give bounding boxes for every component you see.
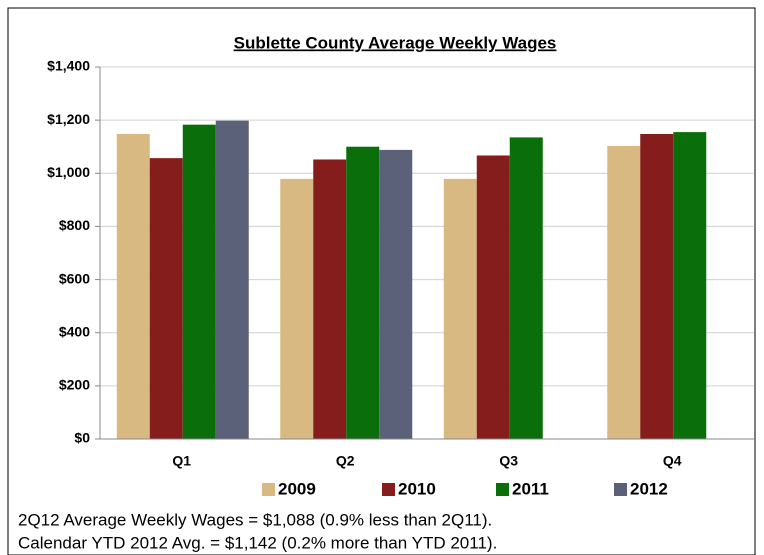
y-tick-label: $200 (59, 377, 90, 393)
bar (116, 133, 150, 439)
legend-label: 2009 (278, 479, 316, 498)
legend-swatch (382, 483, 395, 496)
note: Calendar YTD 2012 Avg. = $1,142 (0.2% mo… (18, 533, 497, 552)
bar (346, 146, 380, 439)
bar (313, 159, 347, 439)
legend-label: 2010 (398, 479, 436, 498)
bar (149, 158, 183, 439)
bar (182, 124, 216, 439)
x-tick-label: Q3 (499, 453, 518, 469)
bar (379, 149, 413, 439)
bar (280, 178, 314, 439)
x-tick-label: Q2 (336, 453, 355, 469)
y-tick-label: $400 (59, 323, 90, 339)
legend-swatch (262, 483, 275, 496)
y-tick-label: $800 (59, 217, 90, 233)
legend-label: 2011 (512, 479, 549, 498)
y-tick-label: $1,200 (47, 111, 90, 127)
legend-swatch (496, 483, 509, 496)
legend-label: 2012 (630, 479, 668, 498)
bar (607, 145, 641, 439)
x-tick-label: Q4 (663, 453, 682, 469)
x-tick-label: Q1 (172, 453, 191, 469)
y-tick-label: $0 (74, 430, 90, 446)
bar (509, 137, 543, 439)
note: 2Q12 Average Weekly Wages = $1,088 (0.9%… (18, 510, 492, 529)
bar (215, 120, 249, 439)
legend-swatch (614, 483, 627, 496)
y-tick-label: $1,000 (47, 164, 90, 180)
y-tick-label: $1,400 (47, 58, 90, 74)
bar (443, 178, 477, 439)
y-tick-label: $600 (59, 270, 90, 286)
bar (640, 133, 674, 439)
bar (673, 132, 707, 439)
chart-title: Sublette County Average Weekly Wages (234, 33, 557, 52)
bar (476, 155, 510, 440)
